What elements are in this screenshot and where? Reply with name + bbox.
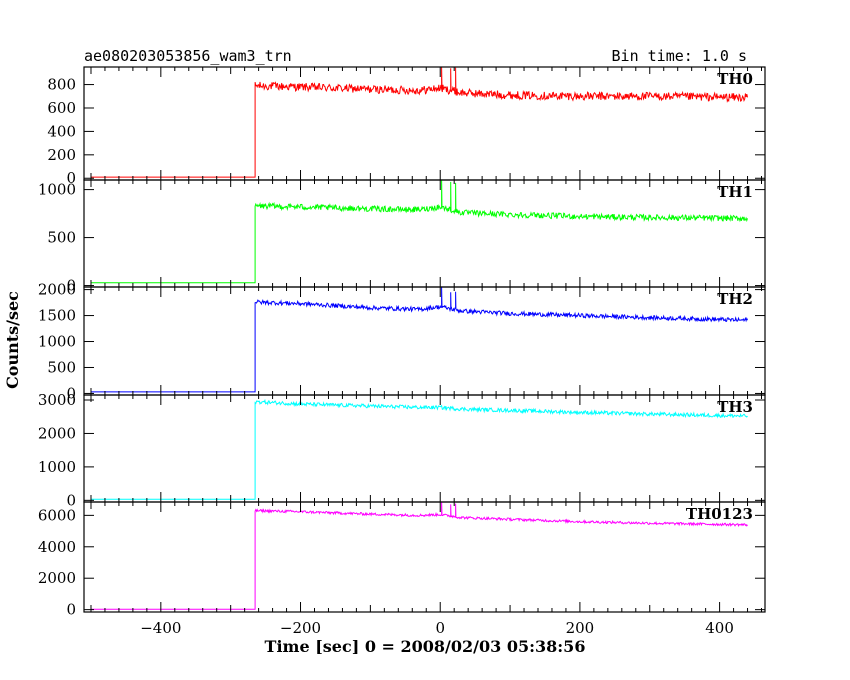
y-tick-label: 6000 — [38, 506, 76, 524]
panel-label-th0123: TH0123 — [686, 505, 753, 523]
panel-frame — [83, 286, 766, 396]
y-tick-label: 500 — [47, 358, 76, 376]
x-tick-label: 400 — [705, 619, 734, 637]
series-line-th0123 — [91, 502, 748, 610]
y-tick-label: 1000 — [38, 181, 76, 199]
panels-group: 0 200 400 600 800 TH0 0 500 1000 TH1 0 500 1000 1500 2… — [38, 66, 766, 619]
panel-th0: 0 200 400 600 800 TH0 — [47, 66, 766, 187]
panel-frame — [83, 501, 766, 613]
y-tick-label: 2000 — [38, 281, 76, 299]
y-tick-label: 0 — [66, 384, 76, 402]
y-tick-label: 2000 — [38, 424, 76, 442]
x-axis-label: Time [sec] 0 = 2008/02/03 05:38:56 — [265, 637, 586, 656]
series-line-th0 — [91, 67, 748, 178]
y-tick-label: 1000 — [38, 333, 76, 351]
bin-time-label: Bin time: 1.0 s — [612, 47, 747, 65]
y-tick-label: 0 — [66, 601, 76, 619]
y-tick-label: 500 — [47, 229, 76, 247]
y-axis-label: Counts/sec — [3, 291, 22, 389]
series-line-th1 — [91, 180, 748, 284]
y-tick-label: 0 — [66, 491, 76, 509]
panel-th2: 0 500 1000 1500 2000 TH2 — [38, 281, 766, 402]
y-tick-label: 0 — [66, 169, 76, 187]
y-tick-label: 400 — [47, 122, 76, 140]
panel-frame — [83, 66, 766, 181]
panel-label-th3: TH3 — [717, 398, 753, 416]
x-tick-label: −400 — [140, 619, 181, 637]
y-tick-label: 600 — [47, 99, 76, 117]
panel-th0123: 0 2000 4000 6000 TH0123 — [38, 501, 766, 619]
series-line-th3 — [91, 398, 748, 500]
panel-frame — [83, 394, 766, 503]
panel-th3: 0 1000 2000 3000 TH3 — [38, 391, 766, 509]
y-tick-label: 800 — [47, 76, 76, 94]
x-tick-label: 200 — [566, 619, 595, 637]
x-tick-labels: −400 −200 0 200 400 — [140, 619, 734, 637]
panel-label-th2: TH2 — [717, 290, 753, 308]
y-tick-label: 3000 — [38, 391, 76, 409]
panel-label-th0: TH0 — [717, 70, 753, 88]
panel-label-th1: TH1 — [717, 183, 753, 201]
panel-th1: 0 500 1000 TH1 — [38, 179, 766, 295]
y-tick-label: 200 — [47, 146, 76, 164]
chart-title: ae080203053856_wam3_trn — [84, 47, 292, 65]
y-tick-label: 1500 — [38, 307, 76, 325]
y-tick-label: 2000 — [38, 569, 76, 587]
y-tick-label: 0 — [66, 277, 76, 295]
y-tick-label: 4000 — [38, 538, 76, 556]
x-tick-label: −200 — [280, 619, 321, 637]
panel-frame — [83, 179, 766, 288]
series-line-th2 — [91, 287, 748, 393]
x-tick-label: 0 — [435, 619, 445, 637]
y-tick-label: 1000 — [38, 458, 76, 476]
